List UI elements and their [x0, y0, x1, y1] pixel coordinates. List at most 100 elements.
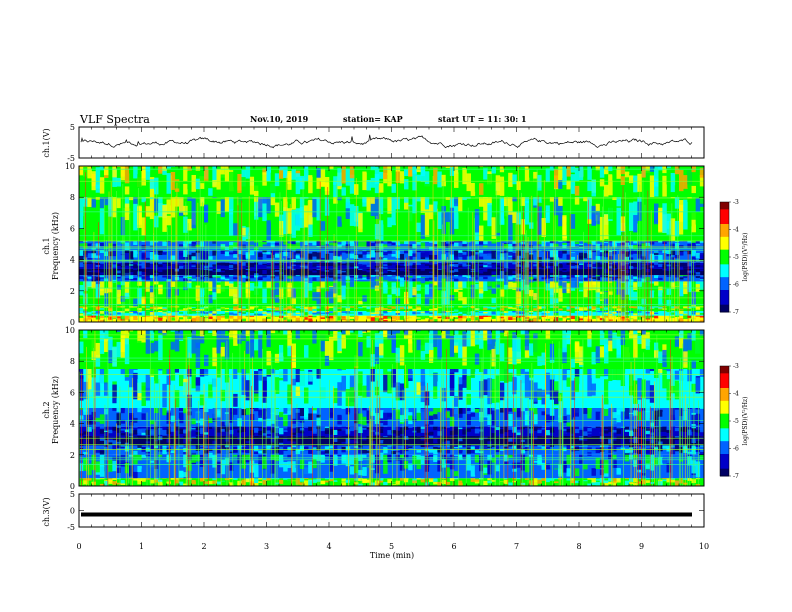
spectrogram-cell — [345, 319, 351, 322]
spectrogram-cell — [624, 171, 630, 183]
spectrogram-cell — [366, 276, 371, 280]
spectrogram-cell — [566, 311, 571, 314]
spectrogram-cell — [295, 369, 301, 383]
spectrogram-cell — [470, 199, 476, 216]
spectrogram-cell — [458, 197, 463, 212]
spectrogram-cell — [383, 315, 388, 319]
spectrogram-cell — [166, 271, 171, 275]
spectrogram-cell — [391, 330, 396, 353]
spectrogram-cell — [154, 306, 159, 308]
spectrogram-cell — [574, 167, 580, 182]
spectrogram-cell — [645, 170, 651, 185]
spectrogram-cell — [304, 426, 309, 430]
spectrogram-cell — [349, 166, 355, 179]
spectrogram-cell — [141, 478, 146, 482]
spectrogram-cell — [291, 432, 296, 435]
spectrogram-cell — [462, 254, 467, 262]
spectrogram-cell — [349, 306, 355, 308]
spectrogram-cell — [429, 308, 434, 311]
spectrogram-cell — [312, 426, 317, 432]
spectrogram-cell — [79, 250, 84, 256]
spectrogram-cell — [483, 281, 488, 292]
spectrogram-cell — [208, 330, 213, 334]
spectrogram-cell — [674, 197, 680, 209]
spectrogram-cell — [99, 308, 105, 310]
spectrogram-cell — [174, 408, 180, 411]
spectrogram-cell — [79, 306, 84, 308]
spectrogram-cell — [683, 175, 688, 189]
spectrogram-cell — [683, 240, 688, 243]
spectrogram-cell — [241, 318, 246, 322]
spectrogram-cell — [304, 437, 309, 444]
spectrogram-cell — [149, 311, 155, 313]
spectrogram-cell — [116, 264, 121, 267]
spectrogram-cell — [116, 177, 121, 187]
spectrogram-cell — [183, 448, 188, 453]
spectrogram-cell — [687, 270, 692, 274]
spectrogram-cell — [145, 408, 151, 409]
spectrogram-cell — [512, 315, 517, 317]
spectrogram-cell — [112, 311, 117, 315]
spectrogram-cell — [658, 311, 663, 314]
spectrogram-cell — [474, 275, 480, 277]
spectrogram-cell — [391, 482, 396, 485]
spectrogram-cell — [429, 275, 434, 277]
spectrogram-cell — [129, 306, 134, 308]
spectrogram-cell — [212, 376, 217, 392]
spectrogram-cell — [262, 287, 267, 304]
spectrogram-cell — [395, 308, 401, 310]
spectrogram-cell — [162, 262, 167, 264]
spectrogram-cell — [583, 240, 588, 243]
spectrogram-cell — [537, 297, 542, 307]
spectrogram-cell — [399, 306, 405, 310]
spectrogram-cell — [99, 450, 105, 455]
spectrogram-cell — [333, 388, 338, 404]
spectrogram-cell — [295, 312, 301, 315]
spectrogram-cell — [108, 336, 113, 351]
spectrogram-cell — [670, 313, 676, 315]
spectrogram-cell — [337, 411, 342, 416]
spectrogram-cell — [237, 173, 242, 193]
spectrogram-cell — [137, 268, 142, 271]
spectrogram-cell — [162, 422, 167, 427]
spectrogram-cell — [149, 462, 155, 471]
spectrogram-cell — [458, 311, 463, 313]
spectrogram-cell — [512, 240, 517, 244]
spectrogram-cell — [241, 281, 246, 283]
spectrogram-cell — [241, 311, 246, 314]
spectrogram-cell — [79, 255, 84, 263]
spectrogram-cell — [395, 269, 401, 274]
spectrogram-cell — [329, 262, 334, 266]
spectrogram-cell — [404, 436, 409, 438]
spectrogram-cell — [287, 408, 292, 415]
spectrogram-cell — [399, 332, 405, 350]
spectrogram-cell — [608, 240, 613, 243]
date-label: Nov.10, 2019 — [250, 114, 309, 124]
spectrogram-cell — [199, 262, 205, 265]
spectrogram-cell — [537, 197, 542, 203]
spectrogram-cell — [249, 311, 255, 313]
spectrogram-cell — [545, 281, 551, 284]
spectrogram-cell — [220, 436, 226, 438]
spectrogram-cell — [433, 313, 438, 316]
spectrogram-cell — [283, 429, 288, 432]
spectrogram-cell — [162, 252, 167, 258]
spectrogram-cell — [216, 315, 221, 317]
spectrogram-cell — [299, 445, 305, 451]
spectrogram-cell — [224, 269, 230, 274]
spectrogram-cell — [466, 315, 471, 318]
spectrogram-cell — [270, 430, 276, 433]
spectrogram-cell — [262, 250, 267, 253]
spectrogram-cell — [291, 436, 296, 440]
spectrogram-cell — [245, 267, 251, 269]
spectrogram-cell — [341, 166, 346, 184]
spectrogram-cell — [166, 330, 171, 357]
spectrogram-cell — [199, 197, 205, 207]
spectrogram-cell — [358, 437, 363, 443]
spectrogram-cell — [395, 250, 401, 259]
spectrogram-cell — [333, 455, 338, 466]
spectrogram-cell — [537, 206, 542, 235]
spectrogram-cell — [95, 250, 101, 252]
spectrogram-cell — [304, 250, 309, 256]
spectrogram-cell — [162, 308, 167, 311]
